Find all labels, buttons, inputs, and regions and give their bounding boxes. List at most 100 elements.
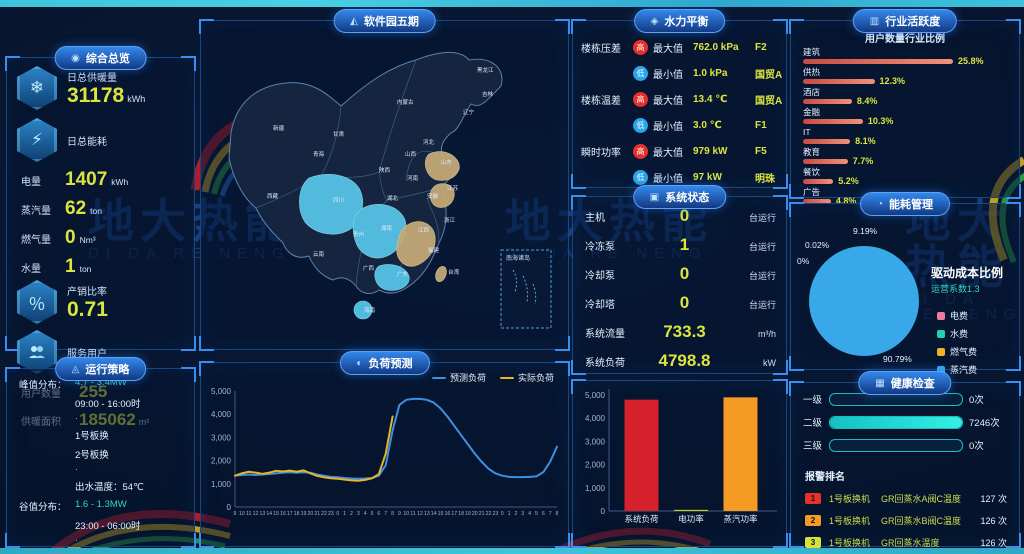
panel-title-map[interactable]: ◭ 软件园五期 [333, 9, 436, 33]
panel-map: ◭ 软件园五期 新疆西 [199, 9, 570, 351]
top-edge-bar [0, 0, 1024, 7]
health-bar-track[interactable] [829, 415, 963, 429]
power-bar[interactable] [723, 397, 758, 511]
industry-category: 餐饮 [803, 167, 821, 177]
minmax-label: 最小值 [653, 69, 683, 81]
strategy-block-head: 谷值分布： 1.6 - 1.3MW [19, 499, 194, 513]
percent-hex-icon: ％ [17, 280, 57, 324]
panel-title-strategy[interactable]: ◬ 运行策略 [54, 357, 147, 381]
svg-text:17: 17 [451, 511, 457, 517]
strategy-time: 23:00 - 06:00时 [75, 521, 141, 532]
health-bar-track[interactable] [829, 438, 963, 452]
svg-text:3,000: 3,000 [585, 437, 606, 446]
svg-text:2: 2 [514, 511, 517, 517]
province-label: 福建 [428, 246, 440, 254]
industry-bar-row: 金融 10.3% [803, 107, 1007, 126]
industry-bar[interactable] [803, 158, 848, 164]
minmax-label: 最大值 [653, 147, 683, 159]
system-unit: 台运行 [748, 242, 776, 252]
alarm-metric: GR回蒸水温度 [881, 538, 940, 548]
forecast-series-line[interactable] [234, 397, 558, 480]
legend-label: 电费 [950, 311, 969, 321]
svg-text:8: 8 [556, 511, 559, 517]
hydraulic-value: 97 kW [693, 171, 722, 183]
alarm-row[interactable]: 1 1号板换机 GR回蒸水A阀C温度 127 次 [805, 492, 1007, 505]
industry-category: 酒店 [803, 87, 821, 97]
alarm-rank-badge: 3 [805, 537, 821, 548]
legend-item[interactable]: 预测负荷 [431, 371, 486, 384]
svg-text:系统负荷: 系统负荷 [624, 514, 659, 524]
legend-item[interactable]: 电费 [937, 309, 977, 322]
strategy-device: 2号板换 [75, 450, 109, 461]
pie-label: 90.79% [883, 354, 912, 364]
industry-bar[interactable] [803, 118, 863, 124]
system-value: 4798.8 [658, 351, 711, 370]
panel-title-health[interactable]: ▦ 健康检查 [858, 371, 952, 395]
province-label: 湖北 [387, 194, 399, 202]
alarm-rank-badge: 1 [805, 493, 821, 504]
svg-text:1: 1 [508, 511, 511, 517]
meter-unit: Nm³ [79, 235, 96, 245]
pie-label: 9.19% [853, 226, 878, 236]
svg-text:1: 1 [343, 511, 346, 517]
pie-label: 0% [797, 256, 810, 266]
panel-title-industry[interactable]: ▥ 行业活跃度 [852, 9, 958, 33]
minmax-label: 最大值 [653, 95, 683, 107]
industry-bar[interactable] [803, 98, 852, 104]
alarm-row[interactable]: 2 1号板换机 GR回蒸水B阀C温度 126 次 [805, 514, 1007, 527]
industry-bar-row: IT 8.1% [803, 127, 1007, 146]
legend-item[interactable]: 蒸汽费 [937, 363, 977, 376]
high-circle-icon: 高 [633, 39, 648, 55]
power-bar[interactable] [624, 399, 659, 511]
pie-headline: 驱动成本比例 [931, 266, 1004, 280]
industry-bar[interactable] [803, 198, 831, 204]
system-unit: 台运行 [748, 300, 776, 310]
lightning-hex-icon: ⚡ [17, 118, 57, 162]
cost-pie-chart[interactable] [809, 246, 919, 356]
power-bar[interactable] [674, 509, 708, 511]
industry-bar[interactable] [803, 178, 834, 184]
system-value: 0 [679, 293, 690, 312]
industry-bar[interactable] [803, 78, 875, 84]
industry-bar[interactable] [803, 58, 953, 64]
service-stat: 服务用户 [17, 330, 194, 374]
legend-item[interactable]: 燃气费 [937, 345, 977, 358]
panel-energy: ◔ 能耗管理 9.19% 0.02% 0% 90.79% 驱动成本比例 运营系数… [789, 192, 1021, 375]
strategy-temp: 出水温度：54℃ [75, 482, 144, 493]
svg-text:23: 23 [492, 511, 498, 517]
industry-bar-row: 酒店 8.4% [803, 87, 1007, 106]
overview-meter: 水量 1 ton [21, 256, 194, 278]
industry-percent: 4.8% [835, 196, 857, 206]
forecast-series-line[interactable] [234, 415, 394, 482]
power-bar-chart[interactable]: 0 1,000 2,000 3,000 4,000 5,000 系统负荷 电功率 蒸汽功率 [573, 381, 784, 541]
panel-title-overview[interactable]: ◉ 综合总览 [54, 46, 147, 70]
industry-percent: 5.2% [838, 176, 859, 186]
svg-text:4: 4 [364, 511, 367, 517]
hydraulic-row: 瞬时功率高最大值 979 kW F5 [581, 139, 786, 163]
panel-title-system[interactable]: ▣ 系统状态 [632, 185, 727, 209]
alarm-device: 1号板换机 [829, 538, 871, 548]
legend-item[interactable]: 水费 [937, 327, 977, 340]
hydraulic-row: 楼栋温差高最大值 13.4 ℃ 国贸A [581, 87, 786, 111]
strategy-range: 1.6 - 1.3MW [75, 499, 127, 510]
svg-text:南海诸岛: 南海诸岛 [506, 254, 530, 262]
legend-item[interactable]: 实际负荷 [499, 371, 554, 384]
panel-title-forecast[interactable]: ◐ 负荷预测 [339, 351, 430, 375]
hydraulic-location: F1 [755, 119, 767, 131]
meter-unit: ton [90, 206, 102, 216]
industry-bar[interactable] [803, 138, 851, 144]
panel-title-hydraulic[interactable]: ◈ 水力平衡 [633, 9, 726, 33]
meter-value: 1 [65, 256, 76, 277]
panel-title-energy[interactable]: ◔ 能耗管理 [859, 192, 951, 216]
system-icon: ▣ [649, 191, 660, 203]
system-label: 冷却塔 [585, 300, 615, 311]
panel-overview: ◉ 综合总览 ❄ 日总供暖量 31178 kWh ⚡ 日总能耗 电量 1407 kWh 蒸汽量 6… [5, 46, 196, 429]
forecast-icon: ◐ [356, 357, 363, 369]
svg-text:1,000: 1,000 [211, 480, 232, 489]
legend-label: 燃气费 [950, 347, 978, 357]
alarm-row[interactable]: 3 1号板换机 GR回蒸水温度 126 次 [805, 536, 1007, 549]
province-label: 新疆 [273, 124, 285, 132]
hydraulic-location: 明珠 [755, 173, 775, 185]
